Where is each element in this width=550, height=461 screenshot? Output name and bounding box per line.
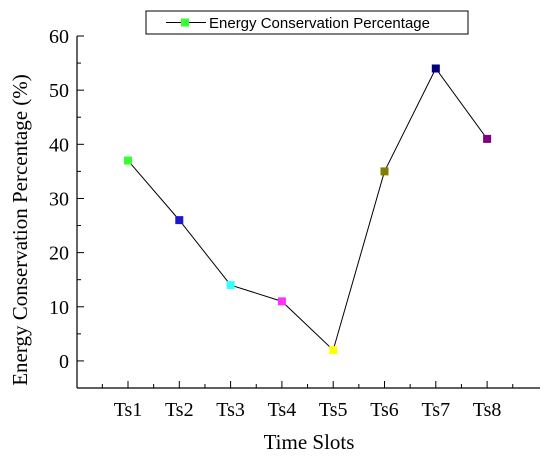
y-tick-label: 0 xyxy=(59,351,69,373)
legend-label: Energy Conservation Percentage xyxy=(209,15,430,32)
data-point xyxy=(380,167,389,176)
legend-marker xyxy=(181,18,189,27)
data-point xyxy=(483,134,492,143)
data-point xyxy=(329,346,338,355)
x-tick-label: Ts5 xyxy=(319,399,348,421)
data-point xyxy=(175,216,184,225)
series-line-group xyxy=(127,67,488,352)
data-point xyxy=(124,156,132,165)
y-axis-title: Energy Conservation Percentage (%) xyxy=(8,74,32,386)
data-point xyxy=(277,297,286,306)
x-tick-label: Ts6 xyxy=(370,399,399,421)
series-points-group xyxy=(124,64,492,355)
data-point xyxy=(431,64,440,73)
y-tick-label: 20 xyxy=(49,243,69,265)
legend: Energy Conservation Percentage xyxy=(145,10,469,35)
y-tick-label: 40 xyxy=(49,134,69,156)
x-tick-label: Ts2 xyxy=(165,399,194,421)
y-tick-label: 50 xyxy=(49,80,69,102)
x-tick-label: Ts3 xyxy=(216,399,245,421)
x-tick-label: Ts1 xyxy=(114,399,143,421)
series-line xyxy=(127,67,488,352)
legend-box xyxy=(145,10,469,35)
y-tick-label: 10 xyxy=(49,297,69,319)
axes xyxy=(76,36,540,389)
y-tick-label: 30 xyxy=(49,188,69,210)
x-tick-label: Ts8 xyxy=(473,399,502,421)
data-point xyxy=(226,281,235,290)
x-axis-ticks: Ts1 Ts2 Ts3 Ts4 Ts5 Ts6 Ts7 Ts8 xyxy=(101,381,514,421)
y-tick-label: 60 xyxy=(49,26,69,48)
y-axis-ticks: 0 10 20 30 40 50 60 xyxy=(49,26,84,389)
x-tick-label: Ts7 xyxy=(421,399,450,421)
x-axis-title: Time Slots xyxy=(264,430,355,454)
x-tick-label: Ts4 xyxy=(268,399,297,421)
